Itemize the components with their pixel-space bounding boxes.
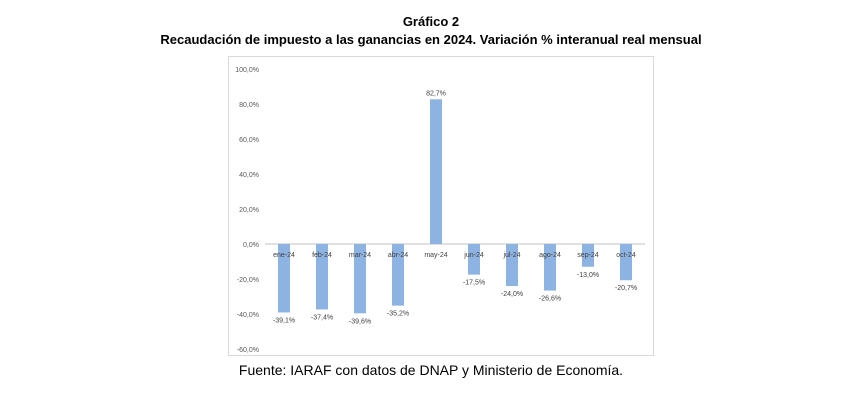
bar (392, 244, 404, 306)
bar (468, 244, 480, 275)
x-tick-label: mar-24 (349, 252, 371, 259)
data-label: -39,6% (349, 318, 371, 325)
y-tick-label: 20,0% (239, 207, 259, 214)
y-tick-label: -20,0% (237, 277, 259, 284)
x-tick-label: ago-24 (539, 252, 561, 259)
data-label: -20,7% (615, 285, 637, 292)
bar (544, 244, 556, 291)
y-tick-label: -40,0% (237, 312, 259, 319)
bar (316, 244, 328, 310)
x-tick-label: feb-24 (312, 252, 332, 259)
figure-title: Recaudación de impuesto a las ganancias … (160, 32, 702, 47)
bar (620, 244, 632, 281)
chart-frame: -60,0% -40,0% -20,0% 0,0% 20,0% 40,0% 60,0% 80,… (228, 56, 654, 356)
x-tick-label: may-24 (424, 252, 447, 259)
x-tick-label: oct-24 (616, 252, 636, 259)
y-tick-label: -60,0% (237, 347, 259, 354)
y-tick-label: 40,0% (239, 172, 259, 179)
y-tick-label: 0,0% (243, 242, 259, 249)
x-tick-label: abr-24 (388, 252, 408, 259)
data-label: -35,2% (387, 311, 409, 318)
x-tick-label: jul-24 (502, 252, 520, 259)
data-label: -26,6% (539, 296, 561, 303)
data-label: -37,4% (311, 314, 333, 321)
figure-label: Gráfico 2 (402, 14, 460, 29)
data-label: -17,5% (463, 280, 485, 287)
bar (582, 244, 594, 267)
bar (354, 244, 366, 314)
x-tick-label: jun-24 (463, 252, 484, 259)
y-tick-label: 80,0% (239, 102, 259, 109)
bar (430, 99, 442, 245)
data-label: -24,0% (501, 291, 523, 298)
bar (278, 244, 290, 313)
figure-source: Fuente: IARAF con datos de DNAP y Minist… (238, 362, 624, 378)
x-tick-label: sep-24 (577, 252, 599, 259)
x-tick-label: ene-24 (273, 252, 295, 259)
bar (506, 244, 518, 286)
data-label: -13,0% (577, 272, 599, 279)
y-tick-label: 60,0% (239, 137, 259, 144)
data-label: 82,7% (426, 90, 446, 97)
data-label: -39,1% (273, 317, 295, 324)
y-tick-label: 100,0% (235, 67, 259, 74)
bar-chart: -60,0% -40,0% -20,0% 0,0% 20,0% 40,0% 60,0% 80,… (235, 67, 645, 354)
